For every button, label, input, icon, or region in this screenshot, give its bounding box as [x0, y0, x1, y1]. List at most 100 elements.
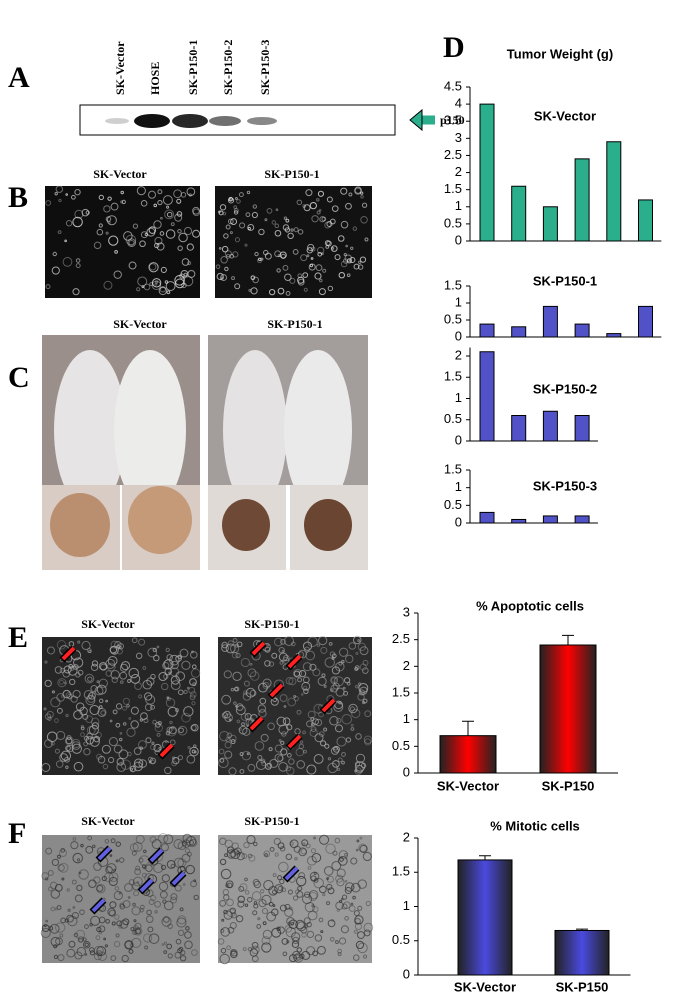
cell — [98, 678, 108, 688]
cell — [92, 844, 96, 849]
cell — [162, 195, 173, 206]
cell — [300, 693, 304, 696]
cell — [314, 272, 322, 280]
cell — [187, 686, 190, 690]
cell — [283, 654, 290, 662]
cell — [65, 765, 69, 769]
cell — [274, 223, 280, 229]
cell — [319, 278, 323, 283]
cell — [276, 716, 287, 727]
bar — [606, 141, 622, 242]
cell — [306, 764, 317, 775]
cell — [47, 886, 53, 892]
cell — [55, 760, 64, 768]
cell — [224, 250, 232, 258]
bar — [542, 515, 558, 524]
cell — [122, 900, 131, 908]
cell — [84, 942, 89, 947]
cell — [70, 841, 79, 850]
cell — [354, 915, 364, 925]
cell — [65, 692, 73, 699]
cell — [87, 676, 93, 682]
cell — [315, 264, 323, 272]
cell — [110, 202, 119, 211]
cell — [95, 935, 101, 941]
cell — [77, 640, 81, 644]
cell — [284, 273, 292, 281]
cell — [74, 894, 83, 903]
cell — [223, 233, 229, 239]
cell — [186, 187, 196, 197]
cell — [48, 926, 54, 931]
cell — [107, 655, 118, 666]
cell — [189, 838, 198, 847]
cell — [44, 739, 53, 748]
cell — [357, 931, 365, 939]
cell — [296, 709, 302, 715]
cell — [311, 215, 319, 223]
panel-label: D — [443, 31, 465, 64]
cell — [268, 886, 278, 896]
cell — [126, 727, 136, 737]
cell — [360, 194, 364, 199]
cell — [271, 927, 282, 938]
cell — [171, 756, 176, 760]
cell — [341, 660, 345, 664]
cell — [69, 678, 76, 686]
cell — [50, 741, 55, 746]
cell — [121, 954, 129, 963]
cell — [355, 848, 359, 852]
cell — [261, 942, 272, 953]
cell — [116, 757, 125, 766]
y-tick-label: 0.5 — [392, 738, 410, 753]
cell — [344, 254, 353, 262]
cell — [65, 713, 69, 718]
cell — [68, 940, 76, 948]
cell — [76, 946, 87, 957]
cell — [163, 941, 168, 945]
cell — [84, 924, 89, 929]
cell — [140, 200, 148, 207]
cell — [73, 932, 79, 938]
cell — [362, 659, 369, 666]
cell — [286, 916, 295, 926]
cell — [55, 937, 63, 946]
cell — [116, 648, 123, 655]
bar — [574, 415, 590, 442]
cell — [298, 649, 307, 659]
cell — [72, 288, 80, 296]
cell — [105, 918, 110, 924]
cell — [157, 720, 162, 726]
cell — [316, 210, 321, 215]
cell — [249, 662, 253, 666]
cell — [331, 205, 339, 212]
cell — [118, 924, 123, 929]
cell — [132, 841, 143, 852]
cell — [58, 198, 62, 203]
cell — [89, 923, 93, 927]
cell — [44, 713, 52, 720]
cell — [310, 716, 315, 721]
pointer-arrow — [287, 734, 302, 749]
cell — [66, 734, 72, 741]
cell — [280, 639, 286, 645]
cell — [332, 850, 338, 856]
cell — [130, 706, 139, 715]
cell — [151, 278, 162, 288]
cell — [132, 929, 138, 935]
band-arrow-head — [409, 108, 423, 132]
cell — [363, 929, 371, 937]
cell — [75, 263, 81, 269]
cell — [354, 186, 362, 194]
cell — [258, 709, 267, 718]
panel-label: A — [8, 61, 30, 94]
cell — [266, 207, 273, 214]
cell — [294, 857, 298, 861]
cell — [226, 882, 233, 889]
cell — [56, 905, 62, 910]
cell — [227, 640, 234, 647]
cell — [233, 210, 239, 215]
cell — [140, 231, 148, 239]
cell — [254, 741, 265, 751]
